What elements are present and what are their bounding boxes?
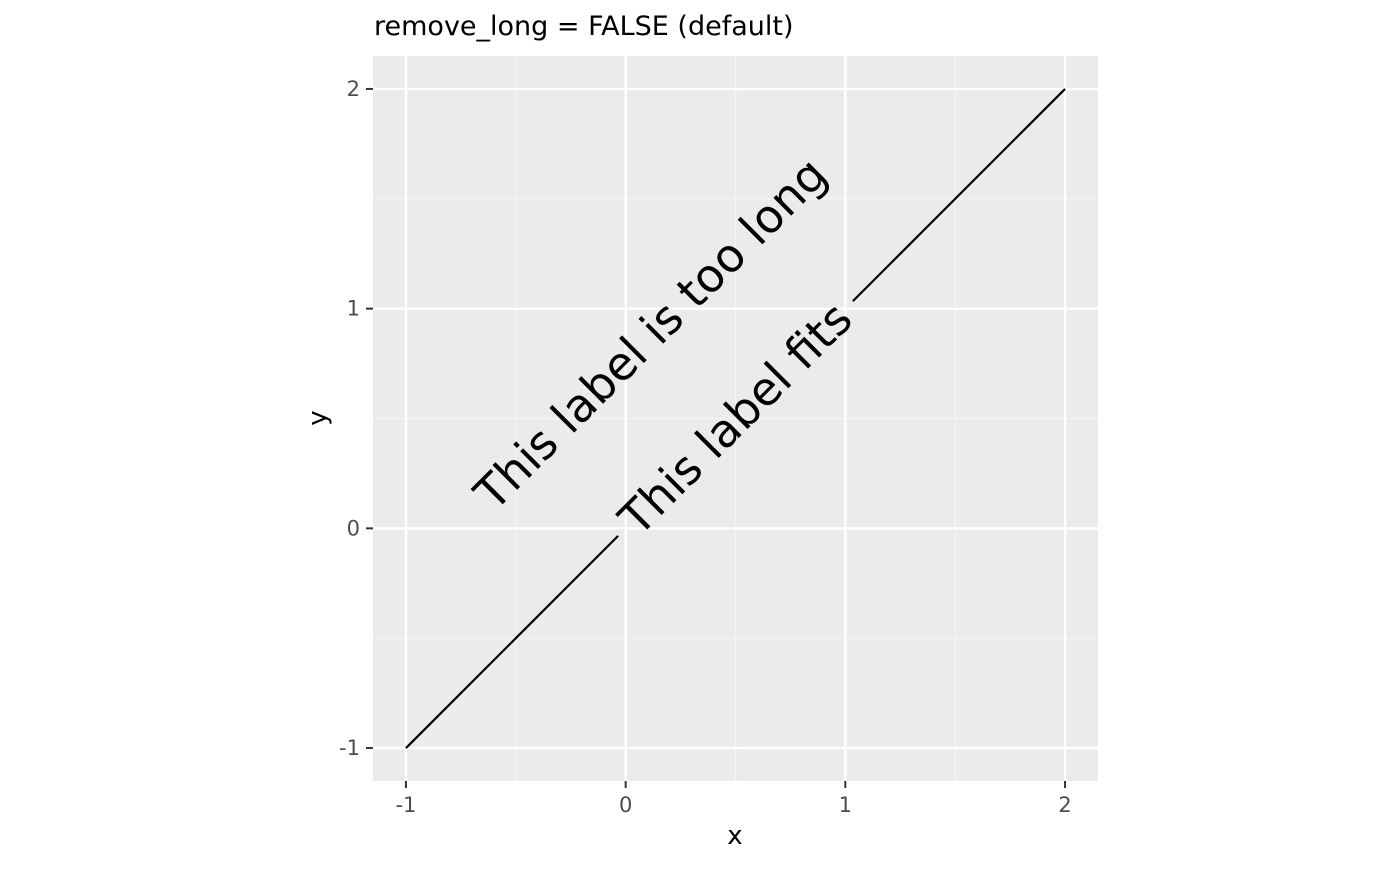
y-tick-label: 0 [347,516,360,540]
y-tick-label: -1 [339,736,360,760]
x-tick-label: 0 [619,793,632,817]
x-tick-label: 1 [839,793,852,817]
axis-ticks [366,87,1067,788]
series-line [405,535,619,749]
series-layer [405,88,1066,749]
y-tick-label: 2 [347,77,360,101]
major-gridlines [373,56,1098,781]
chart-title: remove_long = FALSE (default) [374,11,794,42]
x-tick-label: 2 [1058,793,1071,817]
tick-labels: -1 0 1 2 -1 0 1 2 [339,77,1072,817]
series-line [852,88,1066,302]
y-axis-title: y [303,410,333,425]
x-axis-title: x [727,821,742,851]
minor-gridlines [373,56,1098,781]
y-tick-label: 1 [347,297,360,321]
x-tick-label: -1 [395,793,416,817]
